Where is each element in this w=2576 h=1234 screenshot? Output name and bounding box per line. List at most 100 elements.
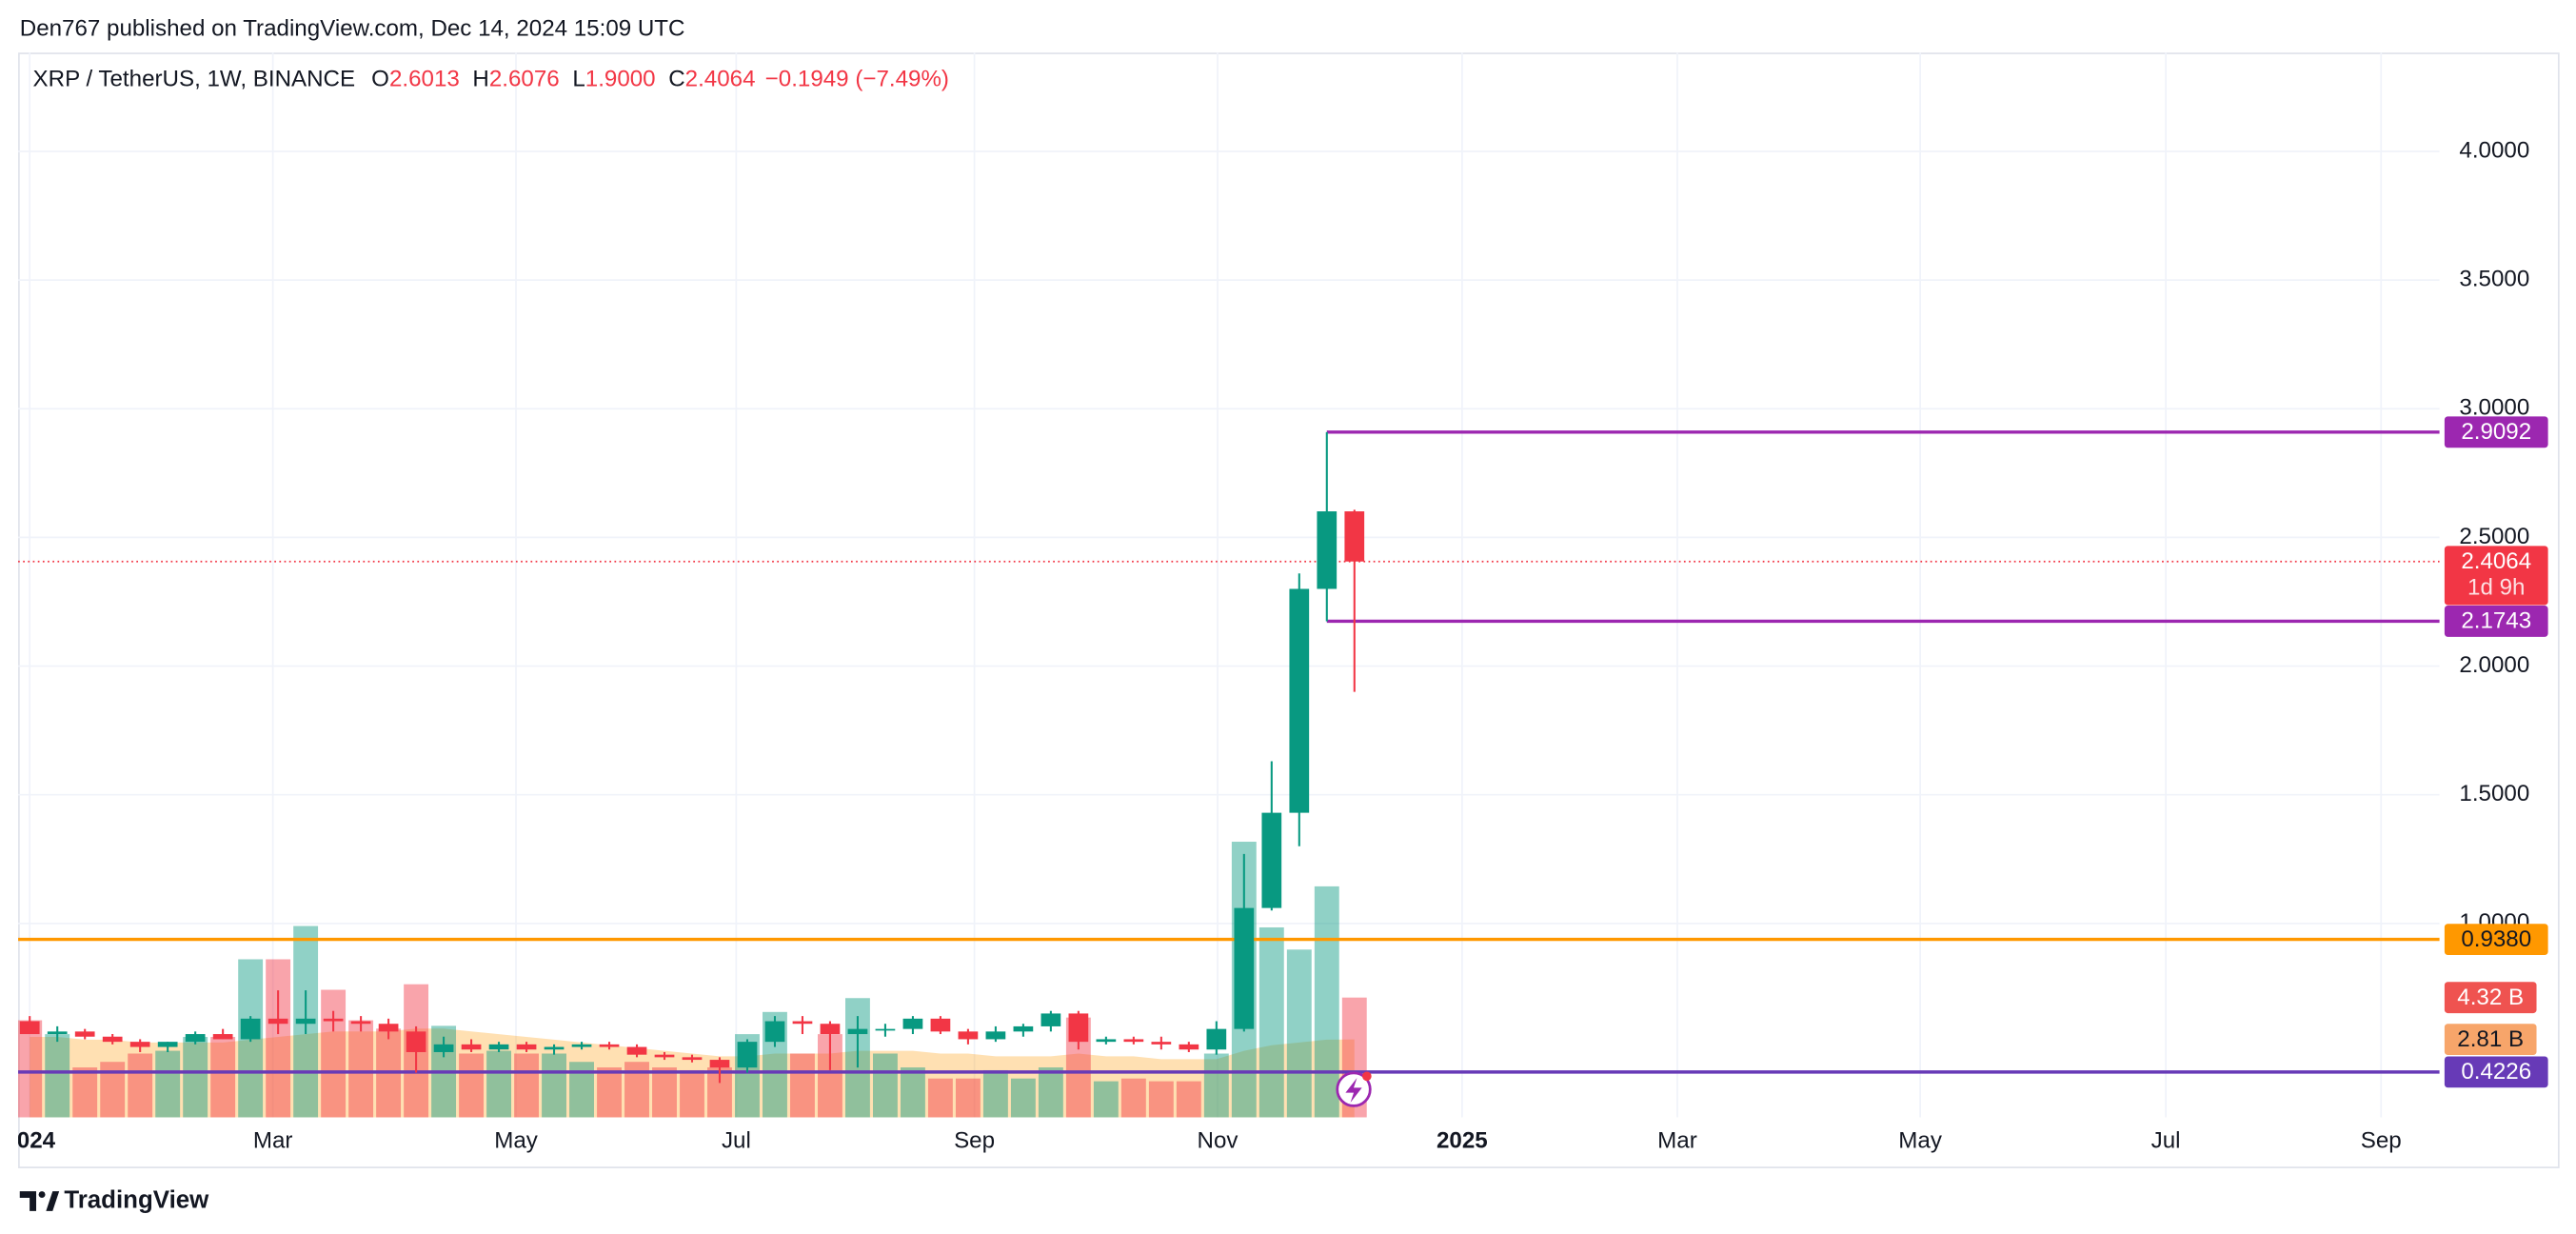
candle-body: [985, 1031, 1006, 1040]
candle-body: [1206, 1028, 1227, 1050]
candle-body: [47, 1031, 68, 1035]
price-label: 2.9092: [2461, 419, 2531, 445]
x-tick-label: Jul: [722, 1128, 751, 1154]
volume-bar: [680, 1069, 704, 1118]
volume-bar: [459, 1053, 485, 1118]
volume-bar: [597, 1067, 622, 1118]
price-label: 2.1743: [2461, 608, 2531, 634]
candle-body: [268, 1018, 288, 1025]
candle-body: [516, 1044, 537, 1050]
price-label: 2.4064: [2461, 548, 2531, 574]
candle-body: [1151, 1042, 1172, 1045]
volume-bar: [183, 1037, 208, 1118]
candle-body: [1179, 1044, 1199, 1050]
price-label-box: [2444, 416, 2548, 448]
grid: [18, 52, 2440, 1118]
candle-body: [461, 1044, 482, 1050]
volume-label-box: [2444, 982, 2537, 1014]
volume-bar: [128, 1053, 153, 1118]
footer-logo: [19, 1191, 60, 1211]
candle-body: [792, 1021, 813, 1025]
lightning-icon: [1336, 1071, 1372, 1107]
candle-body: [1261, 812, 1282, 908]
price-label-box: [2444, 546, 2548, 606]
candle-body: [1040, 1013, 1061, 1026]
legend-key: O: [371, 67, 389, 92]
x-tick-label: Nov: [1198, 1128, 1238, 1154]
x-tick-label: May: [494, 1128, 539, 1154]
candle-body: [1013, 1025, 1034, 1032]
volume-bar: [927, 1078, 953, 1118]
candle-body: [1317, 511, 1338, 589]
volume-label: 2.81 B: [2457, 1026, 2524, 1052]
volume-bar: [1148, 1081, 1174, 1118]
x-tick-label: Jul: [2151, 1128, 2181, 1154]
candle-body: [350, 1021, 371, 1025]
candle-body: [378, 1024, 399, 1032]
candle-body: [1344, 511, 1365, 562]
chart-frame: [18, 52, 2560, 1168]
candle-body: [433, 1044, 454, 1052]
price-label-box: [2444, 606, 2548, 637]
volume-bar: [348, 1020, 374, 1118]
volume-label: 4.32 B: [2457, 985, 2524, 1010]
volume-bar: [72, 1067, 98, 1118]
x-tick-label: May: [1898, 1128, 1943, 1154]
footer: TradingView: [64, 1186, 209, 1213]
candle-body: [157, 1042, 178, 1047]
volume-bar: [1176, 1081, 1201, 1118]
candle-body: [626, 1046, 647, 1055]
countdown: 1d 9h: [2467, 575, 2525, 601]
candle-body: [737, 1042, 758, 1068]
candle-body: [1068, 1013, 1089, 1043]
volume-bar: [1120, 1078, 1146, 1118]
legend-change: −0.1949 (−7.49%): [765, 67, 949, 92]
volume-bar: [652, 1067, 677, 1118]
y-tick-label: 4.0000: [2459, 137, 2529, 163]
x-tick-label: Sep: [954, 1128, 995, 1154]
volume-bar: [321, 989, 347, 1118]
candle-body: [212, 1034, 233, 1040]
candle-body: [958, 1031, 979, 1040]
volume-bar: [872, 1053, 898, 1118]
volume-bar: [624, 1062, 649, 1118]
candle-body: [875, 1028, 896, 1031]
legend-value: 2.6013: [389, 67, 460, 92]
price-label: 0.9380: [2461, 926, 2531, 952]
volume-bar: [1093, 1081, 1119, 1118]
candle-body: [544, 1046, 565, 1050]
price-label: 0.4226: [2461, 1059, 2531, 1085]
y-tick-label: 3.5000: [2459, 267, 2529, 292]
x-tick-label: Mar: [253, 1128, 293, 1154]
time-axis: 2024 Mar May Jul Sep Nov 2025 Mar May Jul Sep: [4, 1128, 2402, 1154]
candle-body: [571, 1044, 592, 1047]
volume-bar: [486, 1050, 512, 1118]
volume-bar: [982, 1069, 1008, 1118]
candle-body: [930, 1018, 951, 1032]
volume-bar: [514, 1053, 539, 1118]
candles: [19, 431, 1365, 1084]
candle-body: [19, 1021, 40, 1035]
candle-body: [74, 1031, 95, 1037]
candle-body: [129, 1042, 150, 1047]
x-tick-label: 2025: [1437, 1128, 1488, 1154]
legend-key: C: [668, 67, 684, 92]
candle-body: [764, 1021, 785, 1043]
y-tick-label: 2.5000: [2459, 524, 2529, 549]
candle-body: [902, 1018, 923, 1029]
candle-body: [847, 1028, 868, 1035]
x-tick-label: 2024: [4, 1128, 55, 1154]
candle-body: [820, 1024, 841, 1035]
y-tick-label: 3.0000: [2459, 395, 2529, 421]
candle-body: [599, 1044, 620, 1047]
volume-bar: [100, 1062, 126, 1118]
candle-body: [1123, 1039, 1144, 1043]
volume-bar: [1010, 1078, 1036, 1118]
legend-symbol: XRP / TetherUS, 1W, BINANCE: [33, 67, 356, 92]
legend-value: 2.6076: [489, 67, 560, 92]
legend-value: 1.9000: [585, 67, 656, 92]
volume-bar: [900, 1067, 925, 1118]
volume-bar: [955, 1078, 981, 1118]
